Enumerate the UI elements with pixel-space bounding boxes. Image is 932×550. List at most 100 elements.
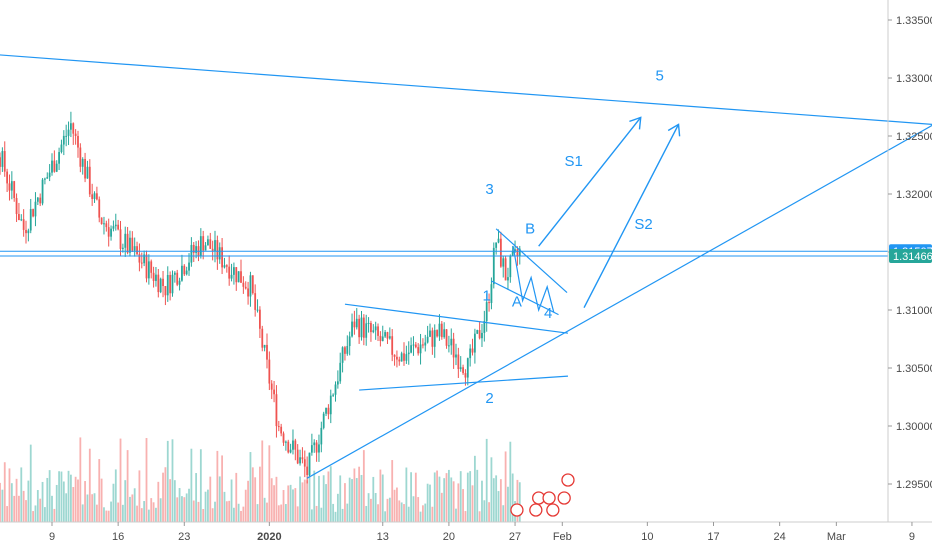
volume-bar [10,483,13,522]
candle-body [8,183,11,191]
candle-body [55,163,58,172]
volume-bar [457,483,460,522]
volume-bar [70,474,72,522]
candle-body [353,321,356,328]
candle-body [322,413,325,428]
wave-label: B [525,220,535,237]
event-markers[interactable] [510,473,575,517]
candle-body [86,166,89,179]
economic-event-icon[interactable] [529,503,543,517]
x-tick-label: Mar [827,531,846,543]
trendline-flag-top[interactable] [495,228,568,294]
volume-bar [114,469,117,522]
volume-bar [507,486,509,522]
trendline-flag-bottom[interactable] [491,280,559,316]
volume-bar [25,500,27,522]
candle-body [46,177,49,179]
volume-bar [93,493,96,522]
candle-body [412,344,415,346]
economic-event-icon[interactable] [542,491,556,505]
volume-bar [318,475,320,522]
volume-bar [218,476,221,522]
candle-body [306,466,309,476]
volume-bar [91,494,94,522]
volume-bar [388,497,391,522]
volume-bar [242,506,245,522]
wave-label: 2 [485,390,493,407]
candle-body [462,367,464,374]
candle-body [22,219,25,230]
volume-bar [6,506,9,522]
candle-body [81,159,84,167]
volume-bar [469,471,472,522]
candle-body [443,329,446,338]
volume-bar [72,487,75,522]
volume-bar [133,488,136,522]
horizontal-lines [0,250,888,257]
volume-bar [53,508,56,522]
economic-event-icon[interactable] [546,503,560,517]
economic-event-icon[interactable] [561,473,575,487]
volume-bar [147,509,150,522]
volume-bar [374,493,377,522]
candle-body [296,449,299,464]
candle-body [254,293,257,310]
volume-bar [152,502,155,522]
candle-body [202,236,205,251]
candle-body [259,309,261,329]
candle-body [268,359,271,384]
price-label-box [889,248,932,263]
candle-body [351,321,353,337]
volume-bar [518,482,521,522]
x-tick-label: 23 [178,531,190,543]
projection-S2[interactable] [583,124,680,309]
volume-bar [440,492,443,522]
trendline-lower-support[interactable] [306,113,932,479]
x-tick-label: 20 [443,531,455,543]
trendline-upper-resistance[interactable] [0,52,932,126]
volume-bar [377,504,379,522]
volume-bar [41,481,44,522]
candle-body [457,354,460,370]
candle-body [473,333,476,353]
volume-bar [296,506,299,522]
volume-bar [240,510,242,522]
volume-bar [216,450,219,522]
volume-bar [313,470,316,522]
arrowhead [667,123,681,137]
candle-body [34,201,37,217]
candle-body [103,223,105,225]
volume-bar [228,500,231,522]
candle-body [41,179,44,204]
economic-event-icon[interactable] [510,503,524,517]
volume-bar [403,504,405,522]
candle-body [211,248,214,252]
candle-body [455,354,457,358]
candle-body [325,407,327,414]
candle-body [218,247,221,260]
candle-body [166,275,169,296]
volume-bar [478,511,481,522]
candle-body [143,254,146,264]
wave-zigzag[interactable] [512,246,555,313]
volume-bar [294,488,297,522]
volume-bar [332,503,335,522]
volume-bar [124,480,127,522]
trendline-triangle-bottom[interactable] [359,375,569,391]
volume-bar [445,473,448,522]
economic-event-icon[interactable] [557,491,571,505]
candle-body [355,318,358,328]
volume-bar [185,493,188,522]
candle-body [277,426,280,428]
trendline-triangle-top[interactable] [344,303,569,334]
x-tick-label: 13 [377,531,389,543]
candle-body [223,265,226,268]
volume-bar [455,508,457,522]
candle-body [261,328,264,348]
candle-body [51,160,53,173]
volume-bar [183,497,186,522]
projection-S1[interactable] [538,117,642,247]
candle-body [44,178,46,180]
x-tick-label: 9 [49,531,55,543]
